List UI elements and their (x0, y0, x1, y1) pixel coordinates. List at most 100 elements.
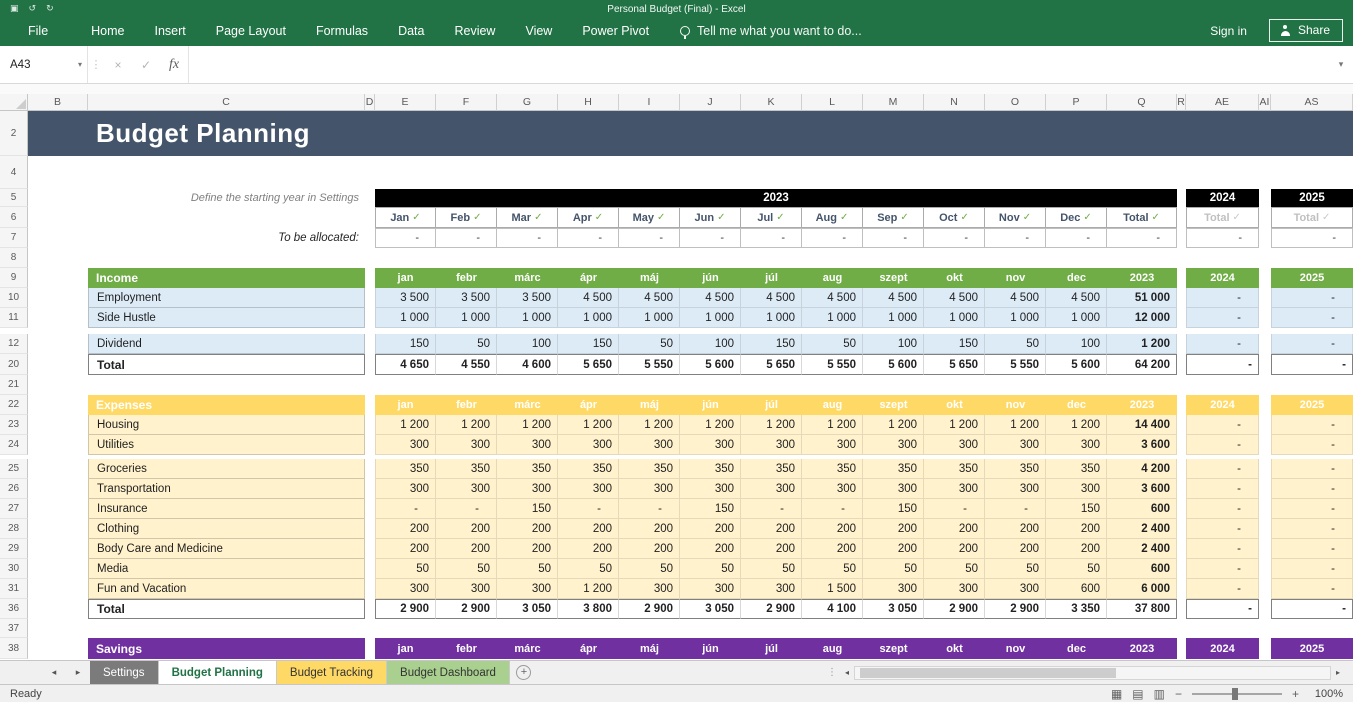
cell[interactable]: 100 (1046, 334, 1107, 354)
month-header-apr[interactable]: Apr ✓ (558, 207, 619, 228)
cell[interactable] (1259, 479, 1271, 499)
cell[interactable] (28, 354, 88, 375)
cell[interactable]: 3 050 (863, 599, 924, 619)
cell[interactable]: 3 600 (1107, 435, 1177, 455)
cell[interactable]: 3 500 (375, 288, 436, 308)
column-header-J[interactable]: J (680, 94, 741, 111)
month-header-sep[interactable]: Sep ✓ (863, 207, 924, 228)
row-label[interactable]: Media (88, 559, 365, 579)
cell[interactable]: - (985, 228, 1046, 248)
cell[interactable]: - (1271, 459, 1353, 479)
cell[interactable]: 1 200 (741, 415, 802, 435)
cell[interactable]: 5 600 (863, 354, 924, 375)
cell[interactable]: 1 200 (1046, 415, 1107, 435)
row-header-22[interactable]: 22 (0, 395, 28, 415)
cell[interactable]: 3 500 (497, 288, 558, 308)
cell[interactable] (28, 619, 1353, 638)
cell[interactable] (1259, 638, 1271, 659)
cell[interactable]: - (1046, 228, 1107, 248)
scrollbar-track[interactable] (854, 665, 1331, 680)
cell[interactable]: 1 200 (558, 579, 619, 599)
cell[interactable]: 3 800 (558, 599, 619, 619)
cell[interactable]: 2 900 (436, 599, 497, 619)
cell[interactable]: - (1186, 288, 1259, 308)
cell[interactable]: - (1186, 579, 1259, 599)
cell[interactable]: 3 050 (497, 599, 558, 619)
cell[interactable]: - (680, 228, 741, 248)
row-header-23[interactable]: 23 (0, 415, 28, 435)
cell[interactable]: 300 (497, 579, 558, 599)
row-label[interactable]: Groceries (88, 459, 365, 479)
cell[interactable] (365, 559, 375, 579)
cell[interactable] (365, 479, 375, 499)
cell[interactable]: - (1186, 415, 1259, 435)
cell[interactable] (28, 395, 88, 415)
cell[interactable]: - (1271, 499, 1353, 519)
column-header-AS[interactable]: AS (1271, 94, 1353, 111)
cell[interactable]: 1 000 (619, 308, 680, 328)
cell[interactable]: 4 500 (558, 288, 619, 308)
cell[interactable]: 200 (985, 519, 1046, 539)
cell[interactable] (1259, 559, 1271, 579)
cell[interactable] (365, 395, 375, 415)
cell[interactable]: jún (680, 638, 741, 659)
select-all-corner[interactable] (0, 94, 28, 111)
cell[interactable]: 3 600 (1107, 479, 1177, 499)
cell[interactable]: 200 (375, 519, 436, 539)
cell[interactable]: - (1186, 334, 1259, 354)
cell[interactable]: máj (619, 638, 680, 659)
cell[interactable]: 100 (863, 334, 924, 354)
cell[interactable]: - (1271, 354, 1353, 375)
cell[interactable]: 300 (985, 479, 1046, 499)
cell[interactable]: 200 (985, 539, 1046, 559)
cell[interactable]: 2023 (1107, 638, 1177, 659)
cell[interactable]: 150 (497, 499, 558, 519)
cell[interactable]: 1 200 (497, 415, 558, 435)
cell[interactable]: 2024 (1186, 638, 1259, 659)
column-header-Q[interactable]: Q (1107, 94, 1177, 111)
cell[interactable]: 200 (924, 519, 985, 539)
cell[interactable]: 200 (680, 539, 741, 559)
tab-scrollbar-splitter[interactable]: ⋮ (827, 667, 837, 678)
cell[interactable]: 50 (436, 559, 497, 579)
cell[interactable]: 50 (619, 559, 680, 579)
column-header-P[interactable]: P (1046, 94, 1107, 111)
cell[interactable] (1259, 268, 1271, 288)
row-header-10[interactable]: 10 (0, 288, 28, 308)
sign-in-link[interactable]: Sign in (1210, 23, 1247, 38)
cell[interactable]: 50 (680, 559, 741, 579)
year-bar-2025[interactable]: 2025 (1271, 189, 1353, 207)
month-header-jul[interactable]: Jul ✓ (741, 207, 802, 228)
cell[interactable]: 1 200 (680, 415, 741, 435)
cell[interactable]: 350 (436, 459, 497, 479)
sheet-tab-settings[interactable]: Settings (90, 661, 159, 684)
cell[interactable]: 5 550 (802, 354, 863, 375)
cell[interactable]: 100 (497, 334, 558, 354)
cell[interactable]: 1 200 (924, 415, 985, 435)
cell[interactable]: 200 (802, 519, 863, 539)
cell[interactable]: jún (680, 268, 741, 288)
total-header-2025[interactable]: Total ✓ (1271, 207, 1353, 228)
cell[interactable]: 150 (680, 499, 741, 519)
cell[interactable] (28, 308, 88, 328)
column-header-C[interactable]: C (88, 94, 365, 111)
cell[interactable] (28, 479, 88, 499)
expenses-section-header[interactable]: Expenses (88, 395, 365, 415)
zoom-in-icon[interactable]: + (1291, 686, 1299, 701)
cell[interactable]: 51 000 (1107, 288, 1177, 308)
formula-input[interactable] (188, 46, 1329, 83)
total-label[interactable]: Total (88, 599, 365, 619)
cell[interactable]: jan (375, 268, 436, 288)
cell[interactable]: - (1271, 288, 1353, 308)
cell[interactable]: 50 (985, 334, 1046, 354)
cell[interactable]: dec (1046, 395, 1107, 415)
cell[interactable] (1259, 579, 1271, 599)
cell[interactable] (365, 354, 375, 375)
column-header-B[interactable]: B (28, 94, 88, 111)
horizontal-scrollbar[interactable]: ◂ ▸ (840, 665, 1345, 680)
month-header-jan[interactable]: Jan ✓ (375, 207, 436, 228)
cell[interactable]: - (1186, 479, 1259, 499)
cell[interactable]: 300 (558, 479, 619, 499)
zoom-slider-thumb[interactable] (1231, 687, 1238, 700)
cell[interactable]: 50 (741, 559, 802, 579)
